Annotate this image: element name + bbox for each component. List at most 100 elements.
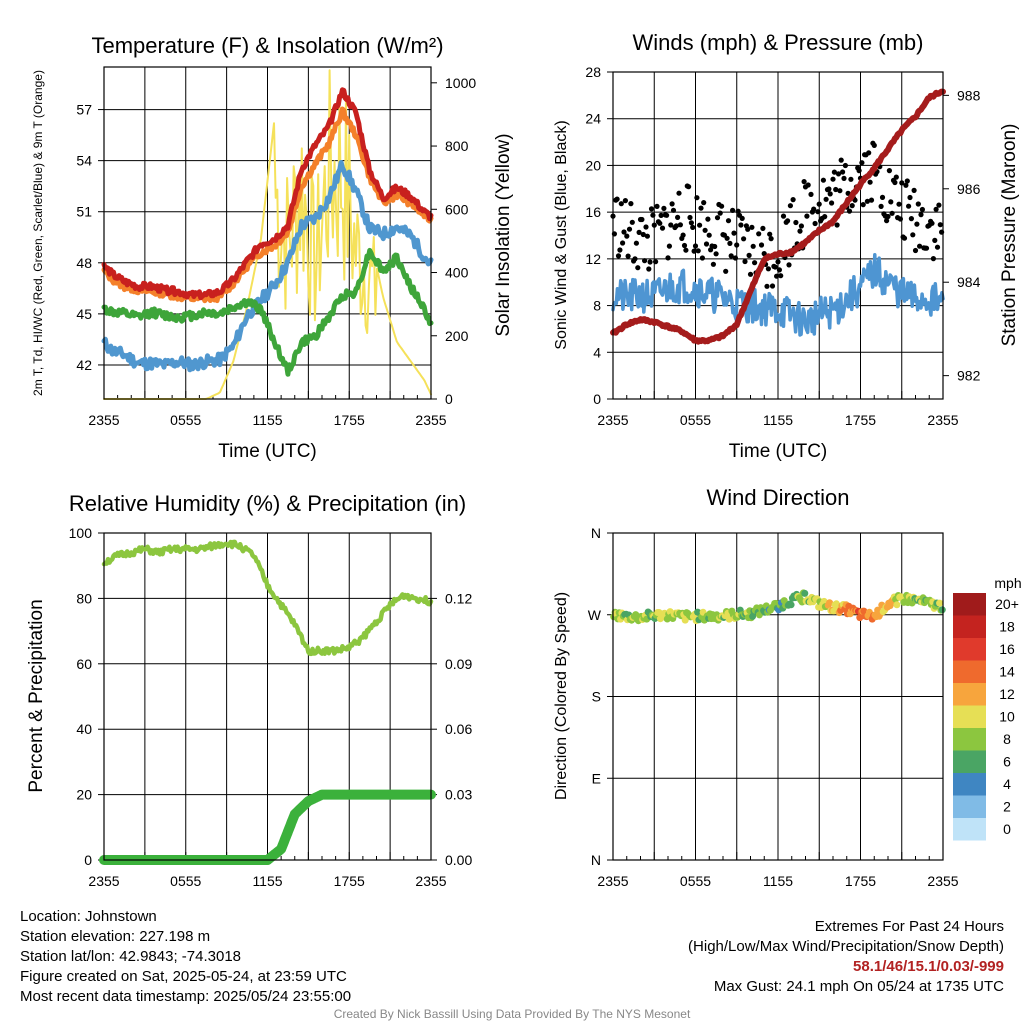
gust-point (628, 201, 634, 207)
gust-point (776, 267, 783, 273)
colorbar-label: 2 (1003, 799, 1011, 815)
winds-panel: Winds (mph) & Pressure (mb) 2355 0555 1155 1… (553, 30, 1020, 462)
gust-point (747, 271, 754, 277)
colorbar-swatch (953, 683, 986, 706)
gust-point (892, 179, 898, 186)
y-axis-label-left: Percent & Precipitation (26, 599, 47, 792)
gust-point (658, 212, 664, 218)
gust-point (929, 220, 935, 226)
extremes-values: 58.1/46/15.1/0.03/-999 (853, 958, 1004, 975)
gust-point (856, 168, 862, 174)
gust-point (885, 213, 891, 220)
gust-point (617, 247, 623, 253)
gust-point (618, 201, 624, 207)
colorbar-title: mph (994, 575, 1021, 591)
gust-point (651, 222, 657, 228)
wind-direction-point (801, 589, 809, 597)
y-tick-label: 16 (585, 204, 601, 220)
gust-point (768, 236, 774, 242)
gust-point (647, 259, 653, 265)
y-right-tick-label: 984 (957, 274, 981, 290)
y-tick-label: 40 (76, 721, 92, 737)
gust-point (833, 186, 839, 193)
x-tick-label: 1155 (763, 873, 793, 889)
gust-point (644, 233, 651, 239)
gust-point (648, 206, 655, 212)
gust-point (884, 218, 890, 224)
recent-timestamp: Most recent data timestamp: 2025/05/24 2… (20, 988, 352, 1005)
wind-direction-point (936, 599, 944, 607)
wind-direction-point (725, 615, 733, 623)
colorbar-swatch (953, 615, 986, 638)
gust-point (849, 203, 855, 209)
y-axis-label-left: 2m T, Td, HI/WC (Red, Green, Scarlet/Blu… (31, 70, 45, 396)
x-tick-label: 1155 (252, 412, 282, 428)
gust-point (904, 178, 910, 184)
wind-direction-point (749, 612, 757, 620)
gust-point (815, 209, 821, 215)
gust-point (835, 171, 842, 177)
gust-point (756, 231, 762, 237)
gust-point (710, 261, 717, 267)
gust-point (635, 265, 641, 271)
gust-point (640, 231, 646, 238)
gust-point (621, 229, 627, 235)
gust-point (889, 210, 895, 216)
gust-point (728, 253, 734, 259)
gust-point (903, 182, 909, 188)
gust-point (831, 169, 838, 175)
x-tick-label: 1755 (845, 873, 876, 889)
y-tick-label: 48 (76, 255, 92, 271)
gust-point (741, 236, 747, 242)
colorbar-label: 20+ (995, 596, 1019, 612)
x-tick-label: 1155 (763, 412, 793, 428)
gust-point (918, 212, 924, 218)
gust-point (698, 205, 704, 211)
gust-point (642, 258, 648, 264)
gust-point (912, 247, 919, 254)
gust-point (724, 235, 730, 241)
x-tick-label: 1755 (334, 412, 365, 428)
gust-point (769, 283, 776, 289)
gust-point (706, 232, 712, 238)
gust-point (746, 252, 752, 258)
gust-point (723, 268, 729, 274)
gust-point (805, 182, 811, 188)
gust-point (633, 240, 640, 246)
gust-point (664, 212, 670, 218)
gust-point (714, 215, 721, 221)
panel-title: Winds (mph) & Pressure (mb) (633, 30, 924, 55)
colorbar-swatch (953, 638, 986, 661)
y-right-tick-label: 982 (957, 368, 981, 384)
wind-direction-point (893, 601, 901, 609)
gust-point (702, 227, 708, 233)
gust-point (932, 237, 938, 243)
gust-point (834, 222, 840, 228)
gust-point (727, 240, 733, 246)
y-tick-label: 28 (585, 64, 601, 80)
gust-point (888, 199, 894, 205)
y-tick-label: 51 (76, 204, 92, 220)
gust-point (923, 245, 930, 251)
x-tick-label: 2355 (88, 412, 119, 428)
colorbar-swatch (953, 750, 986, 773)
gust-point (659, 225, 666, 231)
station-latlon: Station lat/lon: 42.9843; -74.3018 (20, 948, 242, 965)
colorbar-swatch (953, 593, 986, 616)
extremes-info: Extremes For Past 24 Hours (High/Low/Max… (688, 917, 1004, 997)
y-axis-label-left: Direction (Colored By Speed) (553, 592, 570, 800)
gust-point (668, 222, 674, 228)
gust-point (738, 222, 744, 228)
gust-point (798, 223, 805, 229)
gust-point (614, 196, 620, 202)
y-tick-label: 57 (76, 102, 92, 118)
y-right-tick-label: 0.09 (445, 656, 472, 672)
gust-point (878, 203, 884, 209)
y-tick-label: 24 (585, 111, 601, 127)
y-tick-label: 20 (585, 157, 601, 173)
gust-point (687, 214, 693, 221)
gust-point (812, 220, 818, 227)
gust-point (936, 202, 942, 208)
gust-point (683, 247, 689, 253)
